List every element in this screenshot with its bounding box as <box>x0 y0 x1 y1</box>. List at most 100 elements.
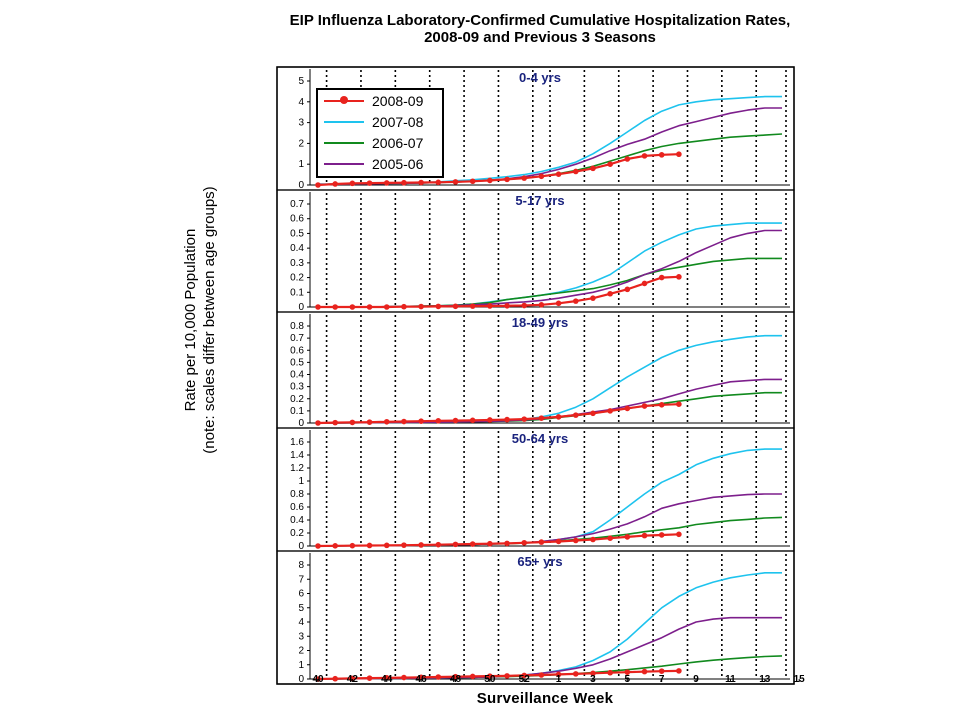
panel-5-17-yrs-series-2008-09-point-46 <box>418 303 424 310</box>
panel-65-yrs-series-2008-09-point-48 <box>452 673 459 680</box>
panel-65-yrs-series-2008-09-line <box>317 669 679 681</box>
legend-item-2008-09: 2008-09 <box>318 91 442 111</box>
legend-item-2007-08: 2007-08 <box>318 112 442 132</box>
panel-5-17-yrs-series-2008-09-point-9 <box>676 274 682 280</box>
panel-50-64-yrs-ytick-label-1.6: 1.6 <box>290 437 304 448</box>
panel-65-yrs-ytick-label-1: 1 <box>298 660 304 671</box>
panel-65-yrs-series-2008-09-point-46 <box>418 674 424 681</box>
legend-item-2006-07: 2006-07 <box>318 133 442 153</box>
panel-5-17-yrs-ytick-label-0.1: 0.1 <box>290 287 304 298</box>
panel-18-49-yrs-series-2008-09-point-48 <box>452 417 459 424</box>
panel-5-17-yrs-series-2008-09-point-5 <box>607 290 613 297</box>
panel-5-17-yrs-series-2008-09-point-48 <box>452 303 459 310</box>
panel-0-4-yrs-series-2008-09-point-45 <box>401 179 407 186</box>
x-tick-label-52: 52 <box>519 674 531 685</box>
panel-0-4-yrs-series-2008-09-point-6 <box>624 156 631 162</box>
x-tick-label-1: 1 <box>556 674 562 685</box>
panel-5-17-yrs-ytick-label-0.6: 0.6 <box>290 214 304 225</box>
panel-5-17-yrs-series-2008-09-point-47 <box>435 303 442 310</box>
panel-65-yrs-ytick-label-6: 6 <box>298 589 304 600</box>
panel-18-49-yrs-series-2008-09-point-45 <box>401 418 407 425</box>
panel-18-49-yrs-series-2008-09-point-50 <box>487 417 493 423</box>
x-tick-label-7: 7 <box>659 674 665 685</box>
panel-0-4-yrs-series-2008-09-point-2 <box>555 171 562 177</box>
legend-swatch-2005-06 <box>324 163 364 165</box>
legend-label-2006-07: 2006-07 <box>372 135 424 151</box>
panel-65-yrs-series-2008-09-point-50 <box>487 673 493 679</box>
chart-title: EIP Influenza Laboratory-Confirmed Cumul… <box>230 12 850 46</box>
panel-50-64-yrs-ytick-label-1.4: 1.4 <box>290 450 304 461</box>
panel-50-64-yrs-series-2008-09-point-52 <box>521 539 528 546</box>
x-tick-label-50: 50 <box>484 674 496 685</box>
panel-50-64-yrs-label: 50-64 yrs <box>512 431 568 446</box>
panel-0-4-yrs-series-2008-09-point-42 <box>349 180 356 187</box>
panel-65-yrs-series-2008-09-point-4 <box>590 670 596 677</box>
panel-0-4-yrs-ytick-label-4: 4 <box>298 97 304 108</box>
panel-0-4-yrs-series-2008-09-point-47 <box>435 179 442 186</box>
panel-0-4-yrs-series-2008-09-point-8 <box>658 152 665 158</box>
panel-0-4-yrs-ytick-label-1: 1 <box>298 159 304 170</box>
panel-65-yrs-ytick-label-7: 7 <box>298 574 304 585</box>
panel-0-4-yrs-ytick-label-3: 3 <box>298 118 304 129</box>
x-tick-label-13: 13 <box>759 674 771 685</box>
panel-18-49-yrs-series-2008-09-point-40 <box>315 420 321 426</box>
panel-65-yrs-ytick-label-4: 4 <box>298 617 304 628</box>
panel-50-64-yrs-series-2008-09-point-5 <box>607 535 613 541</box>
panel-18-49-yrs-series-2008-09-point-42 <box>349 419 356 426</box>
panel-0-4-yrs-series-2008-09-point-3 <box>572 168 579 175</box>
panel-65-yrs-ytick-label-5: 5 <box>298 603 304 614</box>
panel-5-17-yrs-series-2008-09-point-51 <box>504 303 510 309</box>
panel-5-17-yrs-series-2008-09-point-40 <box>315 304 321 310</box>
panel-5-17-yrs-series-2008-09-point-2 <box>555 300 562 307</box>
panel-0-4-yrs-series-2008-09-point-49 <box>469 178 476 185</box>
panel-65-yrs-series-2008-09-point-44 <box>383 675 390 681</box>
panel-18-49-yrs-series-2008-09-point-3 <box>572 412 579 418</box>
panel-50-64-yrs-series-2008-09-point-8 <box>658 532 665 538</box>
legend-marker-2008-09 <box>340 96 348 104</box>
panel-65-yrs-series-2008-09-point-41 <box>332 675 338 682</box>
panel-50-64-yrs-ytick-label-0.6: 0.6 <box>290 502 304 513</box>
panel-0-4-yrs-ytick-label-2: 2 <box>298 138 304 149</box>
panel-18-49-yrs-label: 18-49 yrs <box>512 315 568 330</box>
panel-18-49-yrs-series-2008-09-point-51 <box>504 416 510 423</box>
panel-50-64-yrs-ytick-label-0.4: 0.4 <box>290 515 304 526</box>
legend-swatch-2007-08 <box>324 121 364 123</box>
panel-50-64-yrs-series-2008-09-point-6 <box>624 534 631 540</box>
legend-swatch-2006-07 <box>324 142 364 144</box>
panel-5-17-yrs-series-2008-09-point-43 <box>366 304 373 310</box>
panel-18-49-yrs-ytick-label-0.7: 0.7 <box>290 333 304 344</box>
panel-18-49-yrs-ytick-label-0.4: 0.4 <box>290 370 304 381</box>
panel-18-49-yrs-series-2008-09-point-44 <box>383 418 390 425</box>
panel-5-17-yrs-series-2008-09-point-7 <box>641 280 648 287</box>
panel-50-64-yrs-series-2008-09-point-43 <box>366 542 373 549</box>
panel-0-4-yrs-series-2008-09-point-5 <box>607 161 613 167</box>
panel-65-yrs-series-2008-09-point-9 <box>676 668 682 674</box>
panel-0-4-yrs-ytick-label-5: 5 <box>298 76 304 87</box>
legend: 2008-09 2007-08 2006-07 2005-06 <box>316 88 444 178</box>
chart-title-line-1: EIP Influenza Laboratory-Confirmed Cumul… <box>289 12 791 29</box>
panel-18-49-yrs-series-2008-09-point-47 <box>435 418 442 424</box>
chart-title-line-2: 2008-09 and Previous 3 Seasons <box>424 29 656 46</box>
panel-5-17-yrs-series-2008-09-point-52 <box>521 302 528 309</box>
panel-50-64-yrs-series-2008-09-point-46 <box>418 542 424 548</box>
panel-50-64-yrs-series-2008-09-point-51 <box>504 540 510 547</box>
panel-50-64-yrs-series-2008-09-point-50 <box>487 540 493 547</box>
legend-item-2005-06: 2005-06 <box>318 154 442 174</box>
panel-65-yrs-series-2008-09-point-49 <box>469 673 476 680</box>
panel-50-64-yrs-ytick-label-1.2: 1.2 <box>290 463 304 474</box>
panel-18-49-yrs-series-2008-09-point-46 <box>418 418 424 424</box>
panel-65-yrs-box <box>276 550 795 685</box>
panel-50-64-yrs-series-2008-09-point-49 <box>469 541 476 547</box>
panel-0-4-yrs-ytick-label-0: 0 <box>298 180 304 191</box>
panel-18-49-yrs-series-2008-09-point-1 <box>538 415 545 421</box>
panel-0-4-yrs-series-2008-09-point-41 <box>332 181 338 187</box>
panel-0-4-yrs-series-2008-09-point-50 <box>487 177 493 184</box>
x-tick-label-40: 40 <box>312 674 324 685</box>
x-tick-label-5: 5 <box>625 674 631 685</box>
panel-5-17-yrs-series-2008-09-point-1 <box>538 301 545 308</box>
panel-0-4-yrs-series-2008-09-point-7 <box>641 153 648 159</box>
panel-50-64-yrs-series-2008-09-point-44 <box>383 542 390 549</box>
x-tick-label-9: 9 <box>693 674 699 685</box>
panel-50-64-yrs-series-2008-09-point-3 <box>572 537 579 544</box>
panel-18-49-yrs-series-2008-09-point-8 <box>658 402 665 408</box>
